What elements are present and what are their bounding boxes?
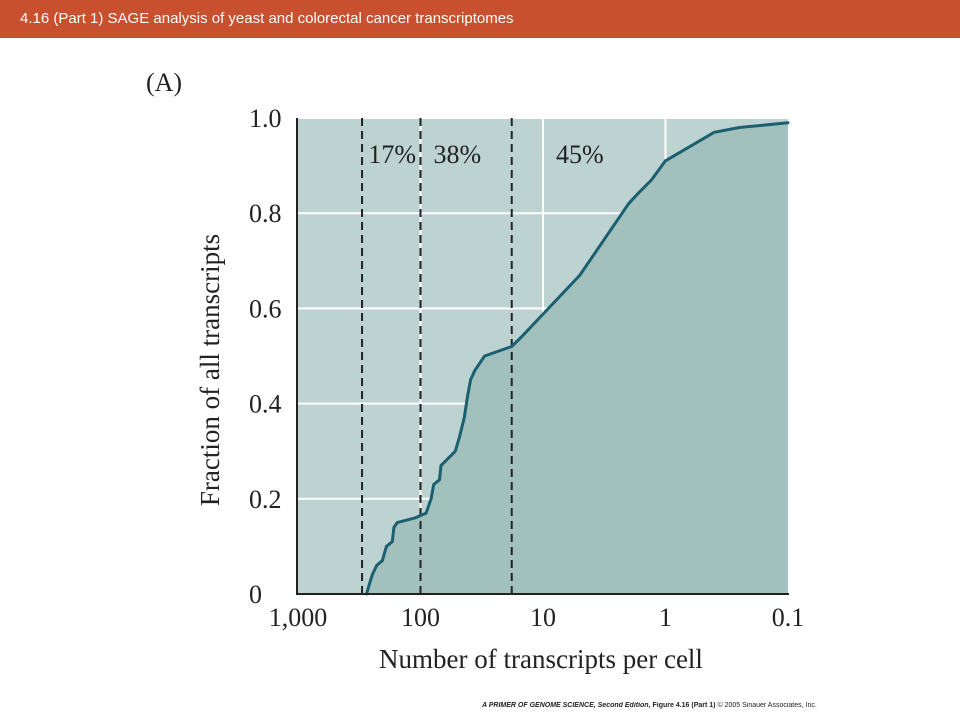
region-label-1: 38% (434, 140, 482, 169)
y-axis-label: Fraction of all transcripts (195, 234, 225, 506)
x-tick-label-2: 10 (530, 603, 556, 632)
slide-title: 4.16 (Part 1) SAGE analysis of yeast and… (0, 0, 960, 38)
footer-copyright: © 2005 Sinauer Associates, Inc. (717, 702, 817, 709)
region-labels: 17% 38% 45% (368, 140, 603, 169)
x-tick-label-3: 1 (659, 603, 672, 632)
x-tick-labels: 1,000 100 10 1 0.1 (269, 603, 805, 632)
x-tick-label-1: 100 (401, 603, 440, 632)
region-label-2: 45% (556, 140, 604, 169)
y-tick-labels: 0 0.2 0.4 0.6 0.8 1.0 (249, 104, 282, 609)
y-tick-label-3: 0.6 (249, 294, 282, 323)
y-tick-label-0: 0 (249, 580, 262, 609)
y-tick-label-1: 0.2 (249, 485, 282, 514)
cumulative-area (366, 122, 788, 595)
footer-book-title: A PRIMER OF GENOME SCIENCE, Second Editi… (482, 702, 651, 709)
y-tick-label-4: 0.8 (249, 199, 282, 228)
footer-figure-ref: Figure 4.16 (Part 1) (652, 702, 716, 709)
y-tick-label-5: 1.0 (249, 104, 282, 133)
y-tick-label-2: 0.4 (249, 390, 282, 419)
x-tick-label-0: 1,000 (269, 603, 328, 632)
region-label-0: 17% (368, 140, 416, 169)
panel-label: (A) (146, 68, 182, 97)
axes (296, 118, 789, 595)
x-axis-label: Number of transcripts per cell (379, 644, 703, 674)
sage-cumulative-chart: 17% 38% 45% 0 0.2 0.4 0.6 0.8 1.0 1,000 100 10 1 0.… (146, 68, 805, 674)
cumulative-curve (365, 121, 790, 596)
x-tick-label-4: 0.1 (772, 603, 805, 632)
slide-footer: A PRIMER OF GENOME SCIENCE, Second Editi… (482, 702, 952, 709)
